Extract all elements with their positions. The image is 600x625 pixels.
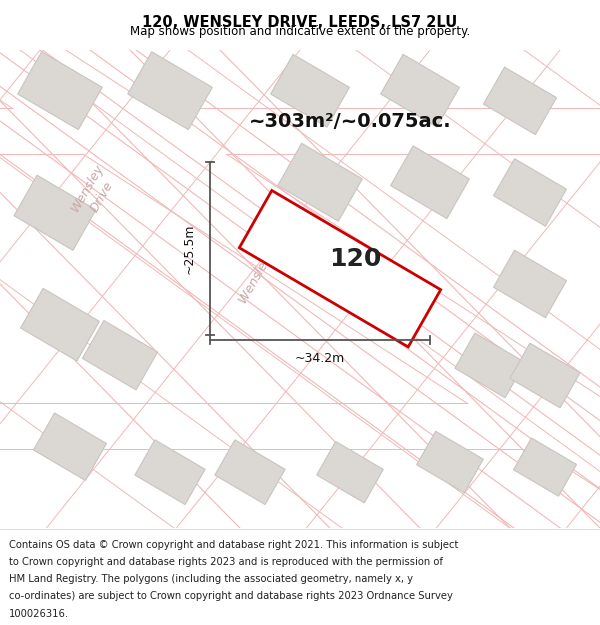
Text: ~34.2m: ~34.2m — [295, 352, 345, 365]
Polygon shape — [514, 438, 577, 496]
Polygon shape — [494, 159, 566, 226]
Polygon shape — [0, 0, 600, 541]
Polygon shape — [34, 413, 106, 481]
Text: 100026316.: 100026316. — [9, 609, 69, 619]
Polygon shape — [380, 54, 460, 127]
Polygon shape — [510, 343, 580, 408]
Text: co-ordinates) are subject to Crown copyright and database rights 2023 Ordnance S: co-ordinates) are subject to Crown copyr… — [9, 591, 453, 601]
Polygon shape — [20, 288, 100, 361]
Polygon shape — [0, 109, 600, 154]
Text: Map shows position and indicative extent of the property.: Map shows position and indicative extent… — [130, 24, 470, 38]
Polygon shape — [215, 440, 285, 504]
Polygon shape — [271, 54, 349, 127]
Text: 120: 120 — [329, 246, 381, 271]
Polygon shape — [455, 333, 525, 398]
Polygon shape — [484, 67, 556, 134]
Polygon shape — [0, 403, 600, 450]
Text: Wensley Drive: Wensley Drive — [237, 221, 293, 306]
Polygon shape — [135, 440, 205, 504]
Polygon shape — [82, 321, 158, 390]
Polygon shape — [128, 52, 212, 129]
Polygon shape — [0, 404, 600, 449]
Polygon shape — [391, 146, 469, 219]
Text: ~303m²/~0.075ac.: ~303m²/~0.075ac. — [248, 112, 451, 131]
Polygon shape — [0, 0, 600, 541]
Text: Wensley
Drive: Wensley Drive — [69, 162, 121, 223]
Text: ~25.5m: ~25.5m — [183, 223, 196, 274]
Text: Contains OS data © Crown copyright and database right 2021. This information is : Contains OS data © Crown copyright and d… — [9, 540, 458, 550]
Polygon shape — [317, 441, 383, 503]
Polygon shape — [239, 191, 440, 347]
Polygon shape — [416, 431, 484, 492]
Text: 120, WENSLEY DRIVE, LEEDS, LS7 2LU: 120, WENSLEY DRIVE, LEEDS, LS7 2LU — [142, 15, 458, 30]
Polygon shape — [494, 250, 566, 318]
Polygon shape — [17, 52, 103, 129]
Polygon shape — [0, 108, 600, 155]
Polygon shape — [14, 175, 96, 251]
Polygon shape — [278, 143, 362, 221]
Text: to Crown copyright and database rights 2023 and is reproduced with the permissio: to Crown copyright and database rights 2… — [9, 557, 443, 567]
Text: HM Land Registry. The polygons (including the associated geometry, namely x, y: HM Land Registry. The polygons (includin… — [9, 574, 413, 584]
